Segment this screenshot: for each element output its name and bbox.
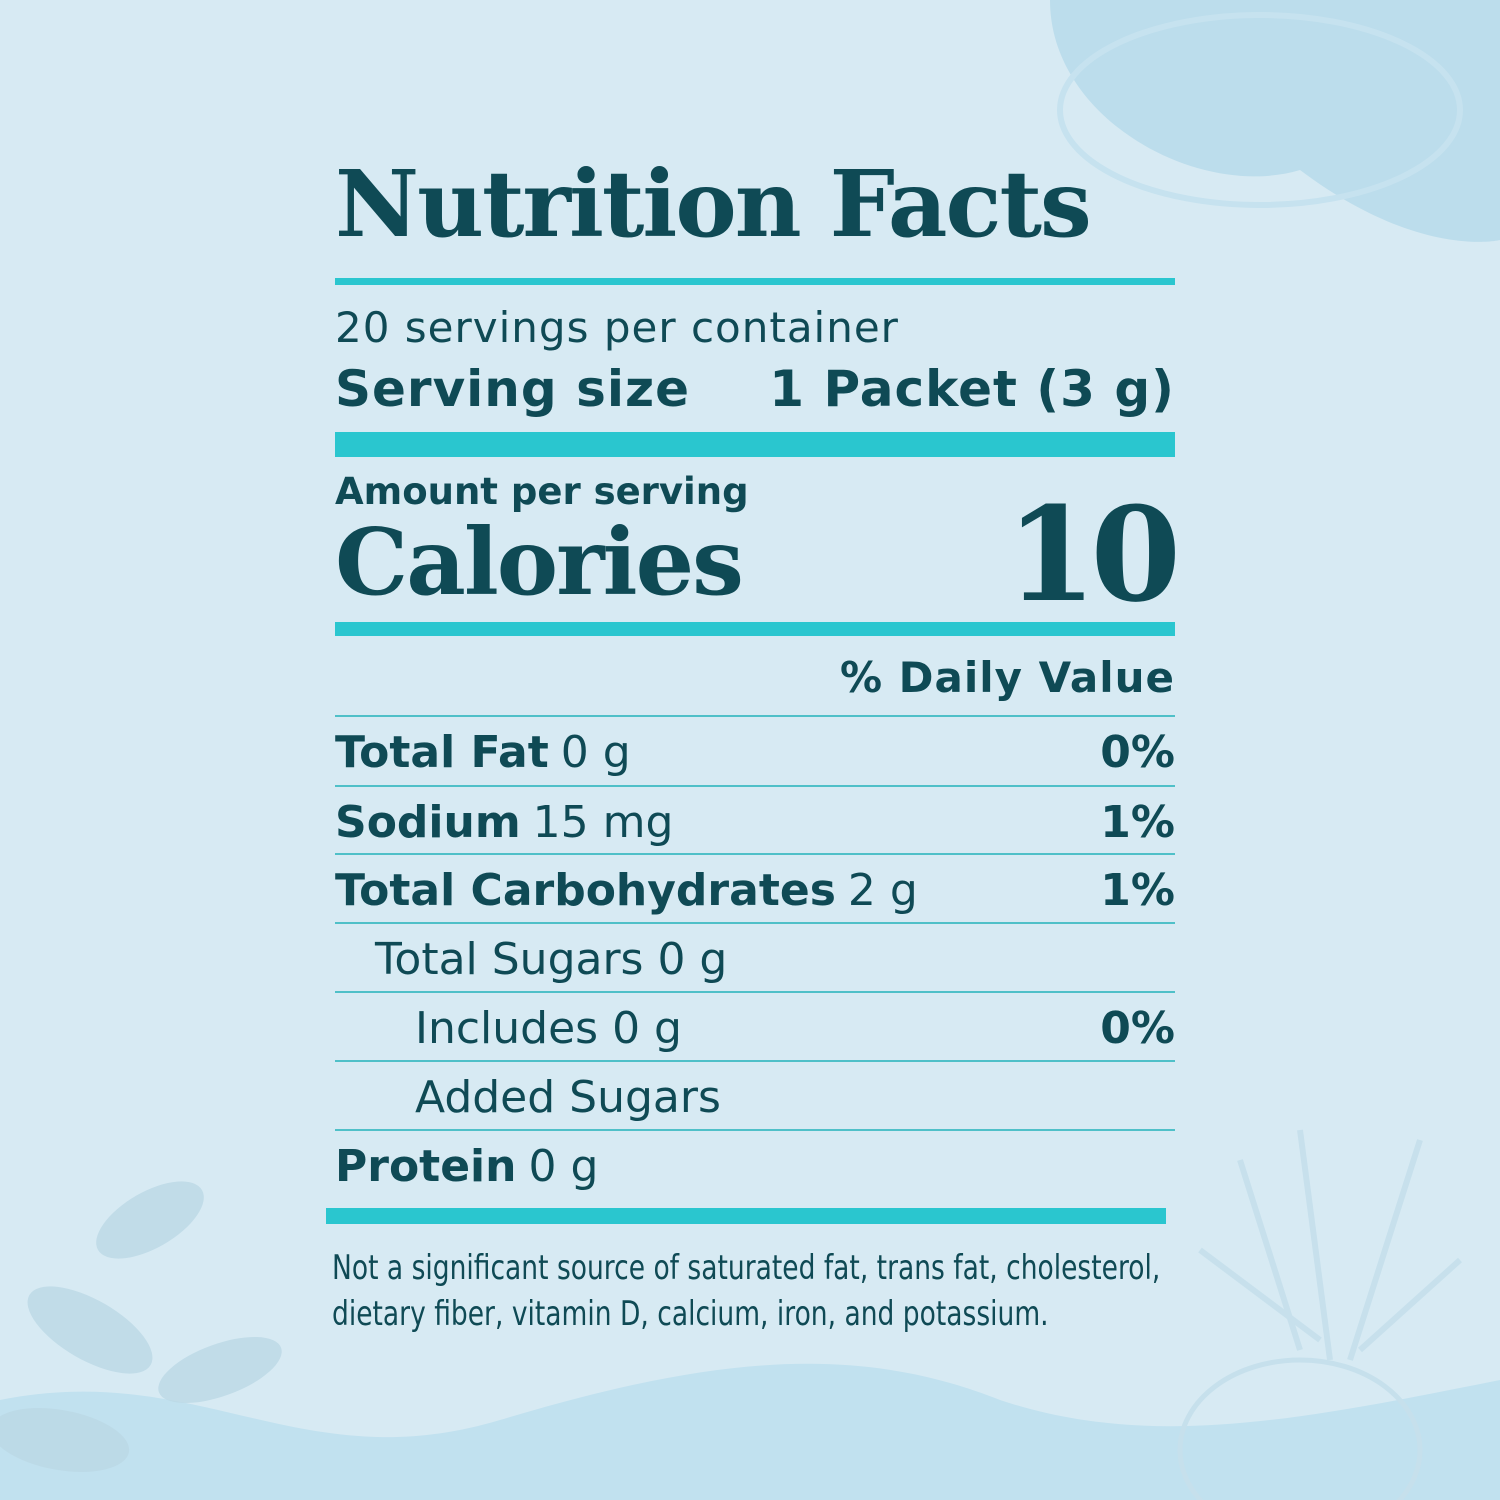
nutrient-row-carbohydrates: Total Carbohydrates 2 g 1% [335, 856, 1175, 924]
footnote-line: dietary fiber, vitamin D, calcium, iron,… [332, 1294, 1049, 1334]
mushroom-cap [1057, 12, 1463, 208]
nutrient-amount: 15 mg [532, 796, 674, 848]
serving-size-label: Serving size [335, 360, 691, 418]
thick-divider [335, 432, 1175, 457]
footnote-line: Not a significant source of saturated fa… [332, 1248, 1161, 1288]
amount-per-serving: Amount per serving [335, 470, 749, 513]
daily-value-header: % Daily Value [839, 653, 1175, 702]
nutrient-row-protein: Protein 0 g [335, 1132, 1175, 1200]
footnote: Not a significant source of saturated fa… [332, 1245, 1190, 1337]
calories-value: 10 [1006, 478, 1181, 631]
bottom-divider [326, 1208, 1166, 1224]
beet-illustration [1177, 1357, 1423, 1500]
nutrient-amount: 2 g [847, 864, 918, 916]
nutrient-name: Total Carbohydrates [335, 864, 836, 916]
bottom-wave [0, 1363, 1500, 1500]
nutrient-dv: 1% [1100, 796, 1175, 848]
divider [335, 278, 1175, 285]
nutrient-dv: 0% [1100, 726, 1175, 778]
calories-label: Calories [335, 508, 744, 616]
row-divider [335, 785, 1175, 787]
calories-divider [335, 622, 1175, 636]
root-illustration [1198, 1129, 1463, 1361]
row-divider [335, 922, 1175, 924]
servings-per-container: 20 servings per container [335, 303, 899, 352]
nutrient-name: Protein [335, 1140, 517, 1192]
nutrient-row-total-sugars: Total Sugars 0 g [335, 925, 1175, 993]
nutrient-amount: 0 g [560, 726, 631, 778]
row-divider [335, 853, 1175, 855]
nutrient-dv: 1% [1100, 864, 1175, 916]
nutrient-dv: 0% [1100, 1002, 1175, 1054]
nutrient-name: Total Sugars 0 g [375, 933, 728, 985]
nutrient-name: Includes 0 g [415, 1002, 682, 1054]
serving-size-value: 1 Packet (3 g) [769, 360, 1175, 418]
row-divider [335, 1129, 1175, 1131]
row-divider [335, 715, 1175, 717]
label-title: Nutrition Facts [335, 150, 1092, 258]
nutrient-row-sodium: Sodium 15 mg 1% [335, 788, 1175, 856]
row-divider [335, 991, 1175, 993]
nutrient-row-total-fat: Total Fat 0 g 0% [335, 718, 1175, 786]
nutrient-name: Total Fat [335, 726, 549, 778]
row-divider [335, 1060, 1175, 1062]
nutrient-name: Added Sugars [415, 1071, 721, 1123]
nutrient-row-added-sugars: Includes 0 g 0% [335, 994, 1175, 1062]
leaf-illustration [0, 1181, 282, 1472]
nutrient-name: Sodium [335, 796, 521, 848]
nutrient-row-added-sugars-label: Added Sugars [335, 1063, 1175, 1131]
nutrient-amount: 0 g [528, 1140, 599, 1192]
